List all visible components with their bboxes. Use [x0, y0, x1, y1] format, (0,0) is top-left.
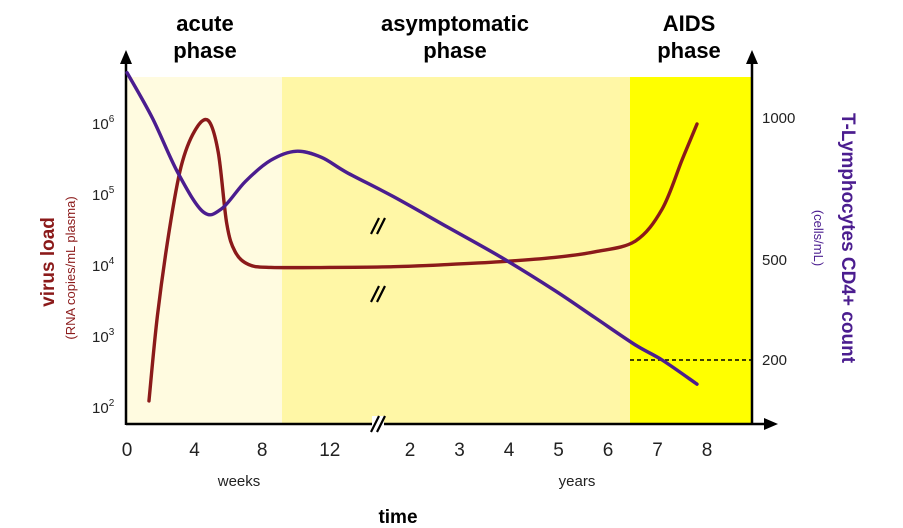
left-tick-label: 105 [92, 185, 115, 204]
axis-breaks [370, 217, 386, 433]
left-y-axis-sublabel: (RNA copies/mL plasma) [63, 196, 78, 339]
x-tick-label: 5 [553, 440, 564, 461]
axis-break-gap [372, 286, 384, 302]
phase-acute-line1: acute [176, 11, 233, 36]
x-unit-weeks: weeks [217, 473, 261, 490]
right-y-axis-label: T-Lymphocytes CD4+ count [837, 113, 858, 364]
axis-break-slash [370, 415, 380, 433]
x-tick-label: 12 [319, 440, 340, 461]
x-tick-label: 0 [122, 440, 133, 461]
phase-aids-line1: AIDS [663, 11, 716, 36]
x-tick-label: 4 [504, 440, 515, 461]
axis-break-slash [370, 217, 380, 235]
left-y-ticks: 102 103 104 105 106 [92, 114, 115, 417]
x-tick-label: 2 [405, 440, 416, 461]
right-y-axis-arrow [746, 50, 758, 64]
x-tick-label: 7 [652, 440, 663, 461]
x-ticks: 0 4 8 12 2 3 4 5 6 7 8 [122, 440, 713, 461]
left-tick-label: 104 [92, 256, 115, 275]
x-tick-label: 4 [189, 440, 200, 461]
phase-band-0 [126, 77, 282, 424]
right-y-axis-sublabel: (cells/mL) [811, 210, 826, 266]
x-unit-years: years [559, 473, 596, 490]
x-axis-arrow [764, 418, 778, 430]
right-y-ticks: 1000 500 200 [762, 110, 795, 369]
phase-aids-line2: phase [657, 38, 721, 63]
x-tick-label: 3 [454, 440, 465, 461]
axes [120, 50, 778, 430]
x-tick-label: 8 [702, 440, 713, 461]
phase-bands [126, 77, 752, 424]
cd4-count-line [125, 70, 699, 386]
left-y-axis-label: virus load [38, 217, 59, 307]
phase-band-2 [630, 77, 752, 424]
x-tick-label: 8 [257, 440, 268, 461]
phase-asymptomatic-line2: phase [423, 38, 487, 63]
right-tick-label: 1000 [762, 110, 795, 127]
phase-acute-line2: phase [173, 38, 237, 63]
left-tick-label: 106 [92, 114, 115, 133]
x-axis-label: time [378, 507, 417, 528]
axis-break-slash [370, 285, 380, 303]
x-tick-label: 6 [603, 440, 614, 461]
axis-break-gap [372, 416, 384, 432]
axis-break-slash [376, 285, 386, 303]
virus-load-line [147, 117, 699, 403]
left-tick-label: 103 [92, 327, 115, 346]
left-y-axis-arrow [120, 50, 132, 64]
axis-break-gap [372, 218, 384, 234]
phase-titles: acute phase asymptomatic phase AIDS phas… [173, 11, 721, 63]
phase-band-1 [282, 77, 630, 424]
axis-break-slash [376, 217, 386, 235]
right-tick-label: 500 [762, 252, 787, 269]
right-tick-label: 200 [762, 352, 787, 369]
left-tick-label: 102 [92, 398, 115, 417]
axis-break-slash [376, 415, 386, 433]
series-group [125, 70, 699, 403]
phase-asymptomatic-line1: asymptomatic [381, 11, 529, 36]
